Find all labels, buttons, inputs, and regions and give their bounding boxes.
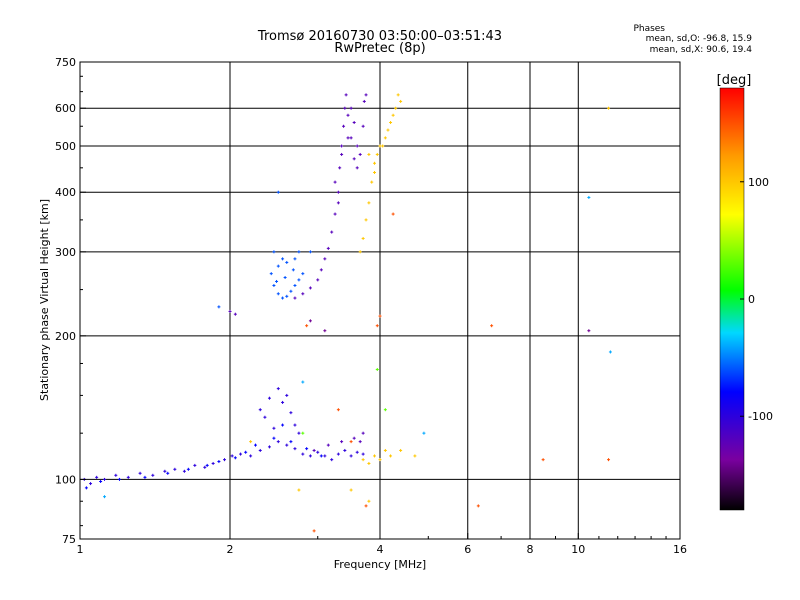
y-tick-label: 100 (55, 473, 76, 486)
y-tick-label: 75 (62, 533, 76, 546)
x-tick-label: 2 (227, 543, 234, 556)
data-points (82, 93, 612, 533)
colorbar-label: [deg] (717, 73, 752, 88)
y-tick-label: 600 (55, 102, 76, 115)
x-tick-label: 16 (673, 543, 687, 556)
chart-title: Tromsø 20160730 03:50:00–03:51:43 (257, 29, 502, 44)
y-tick-label: 750 (55, 56, 76, 69)
chart-subtitle: RwPretec (8p) (334, 41, 425, 56)
y-tick-label: 200 (55, 330, 76, 343)
legend-line-o: mean, sd,O: -96.8, 15.9 (646, 34, 753, 44)
colorbar-tick-label: 0 (748, 293, 755, 306)
x-tick-label: 4 (377, 543, 384, 556)
colorbar-ticks: 100 0 -100 (740, 176, 773, 423)
x-tick-label: 8 (527, 543, 534, 556)
colorbar-tick-label: 100 (748, 176, 769, 189)
x-tick-label: 6 (464, 543, 471, 556)
y-tick-label: 300 (55, 246, 76, 259)
x-axis-ticks: 1 2 4 6 8 10 16 (77, 533, 687, 556)
y-axis-label: Stationary phase Virtual Height [km] (38, 199, 51, 401)
colorbar-tick-label: -100 (748, 410, 773, 423)
y-axis-ticks: 75 100 200 300 400 500 600 750 (55, 56, 86, 546)
x-axis-label: Frequency [MHz] (334, 558, 426, 571)
y-tick-label: 400 (55, 186, 76, 199)
legend-line-x: mean, sd,X: 90.6, 19.4 (650, 45, 753, 55)
legend-title: Phases (633, 24, 665, 34)
x-tick-label: 1 (77, 543, 84, 556)
y-tick-label: 500 (55, 140, 76, 153)
x-tick-label: 10 (571, 543, 585, 556)
grid-lines (80, 62, 680, 539)
